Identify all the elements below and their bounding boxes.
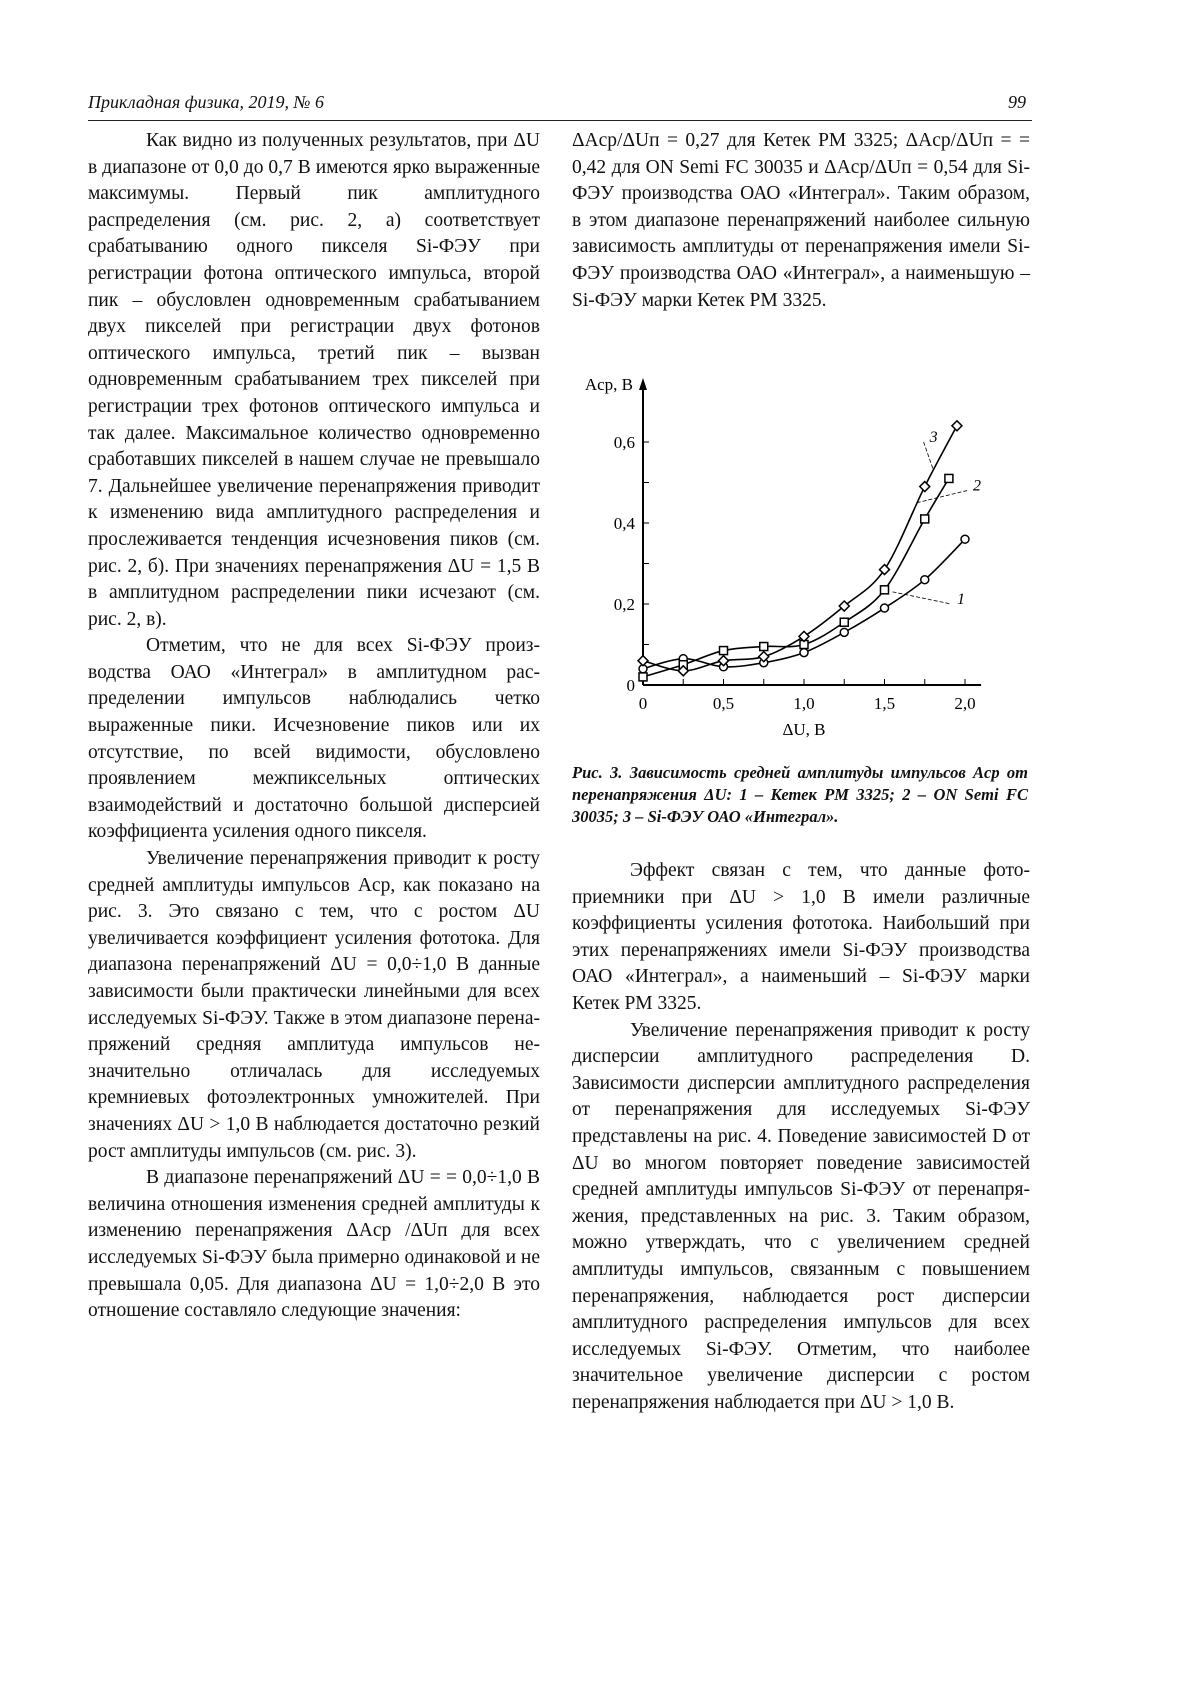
data-point-circle [800,649,808,657]
page-number: 99 [1008,92,1026,113]
data-point-square [760,643,768,651]
data-point-diamond [638,656,648,666]
data-point-square [639,673,647,681]
series-label: 1 [957,591,965,608]
data-point-circle [961,535,969,543]
journal-header: Прикладная физика, 2019, № 6 [88,92,324,113]
data-point-circle [881,604,889,612]
data-point-square [720,647,728,655]
data-point-diamond [952,421,962,431]
y-axis-arrow [639,378,647,390]
y-tick-label: 0,2 [614,595,635,614]
data-point-square [881,586,889,594]
data-point-square [921,515,929,523]
series-curve-2 [643,478,949,676]
paragraph: В диапазоне перенапряжений ΔU = = 0,0÷1,… [88,1165,540,1325]
left-column: Как видно из полученных результатов, при… [88,128,540,1325]
figure-caption: Рис. 3. Зависимость средней амплитуды им… [572,762,1028,828]
paragraph: ΔAср/ΔUп = 0,27 для Кетек PM 3325; ΔAср/… [572,128,1030,314]
series-label: 3 [929,429,938,446]
y-tick-label: 0 [627,676,636,695]
y-tick-label: 0,4 [614,514,636,533]
x-tick-label: 0,5 [713,694,734,713]
paragraph: Как видно из полученных результатов, при… [88,128,540,633]
paragraph: Увеличение перенапряжения приводит к рос… [88,846,540,1165]
data-point-diamond [880,565,890,575]
header-rule [88,120,1032,121]
x-tick-label: 2,0 [954,694,975,713]
paragraph: Отметим, что не для всех Si-ФЭУ произ­во… [88,633,540,846]
x-axis-label: ΔU, В [782,720,825,739]
data-point-square [840,618,848,626]
y-axis-label: Aср, В [585,375,633,394]
paragraph: Увеличение перенапряжения приводит к рос… [572,1018,1030,1417]
data-point-diamond [920,482,930,492]
paragraph: Эффект связан с тем, что данные фото­при… [572,858,1030,1018]
y-tick-label: 0,6 [614,433,635,452]
data-point-circle [921,576,929,584]
series-leader-line [917,491,967,503]
x-tick-label: 1,0 [793,694,814,713]
x-tick-label: 1,5 [874,694,895,713]
right-column-bottom: Эффект связан с тем, что данные фото­при… [572,858,1030,1416]
data-point-circle [840,628,848,636]
page: Прикладная физика, 2019, № 6 99 Как видн… [0,0,1200,1698]
x-tick-label: 0 [639,694,648,713]
series-label: 2 [973,478,981,495]
right-column-top: ΔAср/ΔUп = 0,27 для Кетек PM 3325; ΔAср/… [572,128,1030,314]
data-point-square [945,474,953,482]
figure-3-chart: 0 0,5 1,0 1,5 2,0 0 0,2 0,4 0,6 ΔU, В Aср, В 1 2 3 [570,360,1030,750]
